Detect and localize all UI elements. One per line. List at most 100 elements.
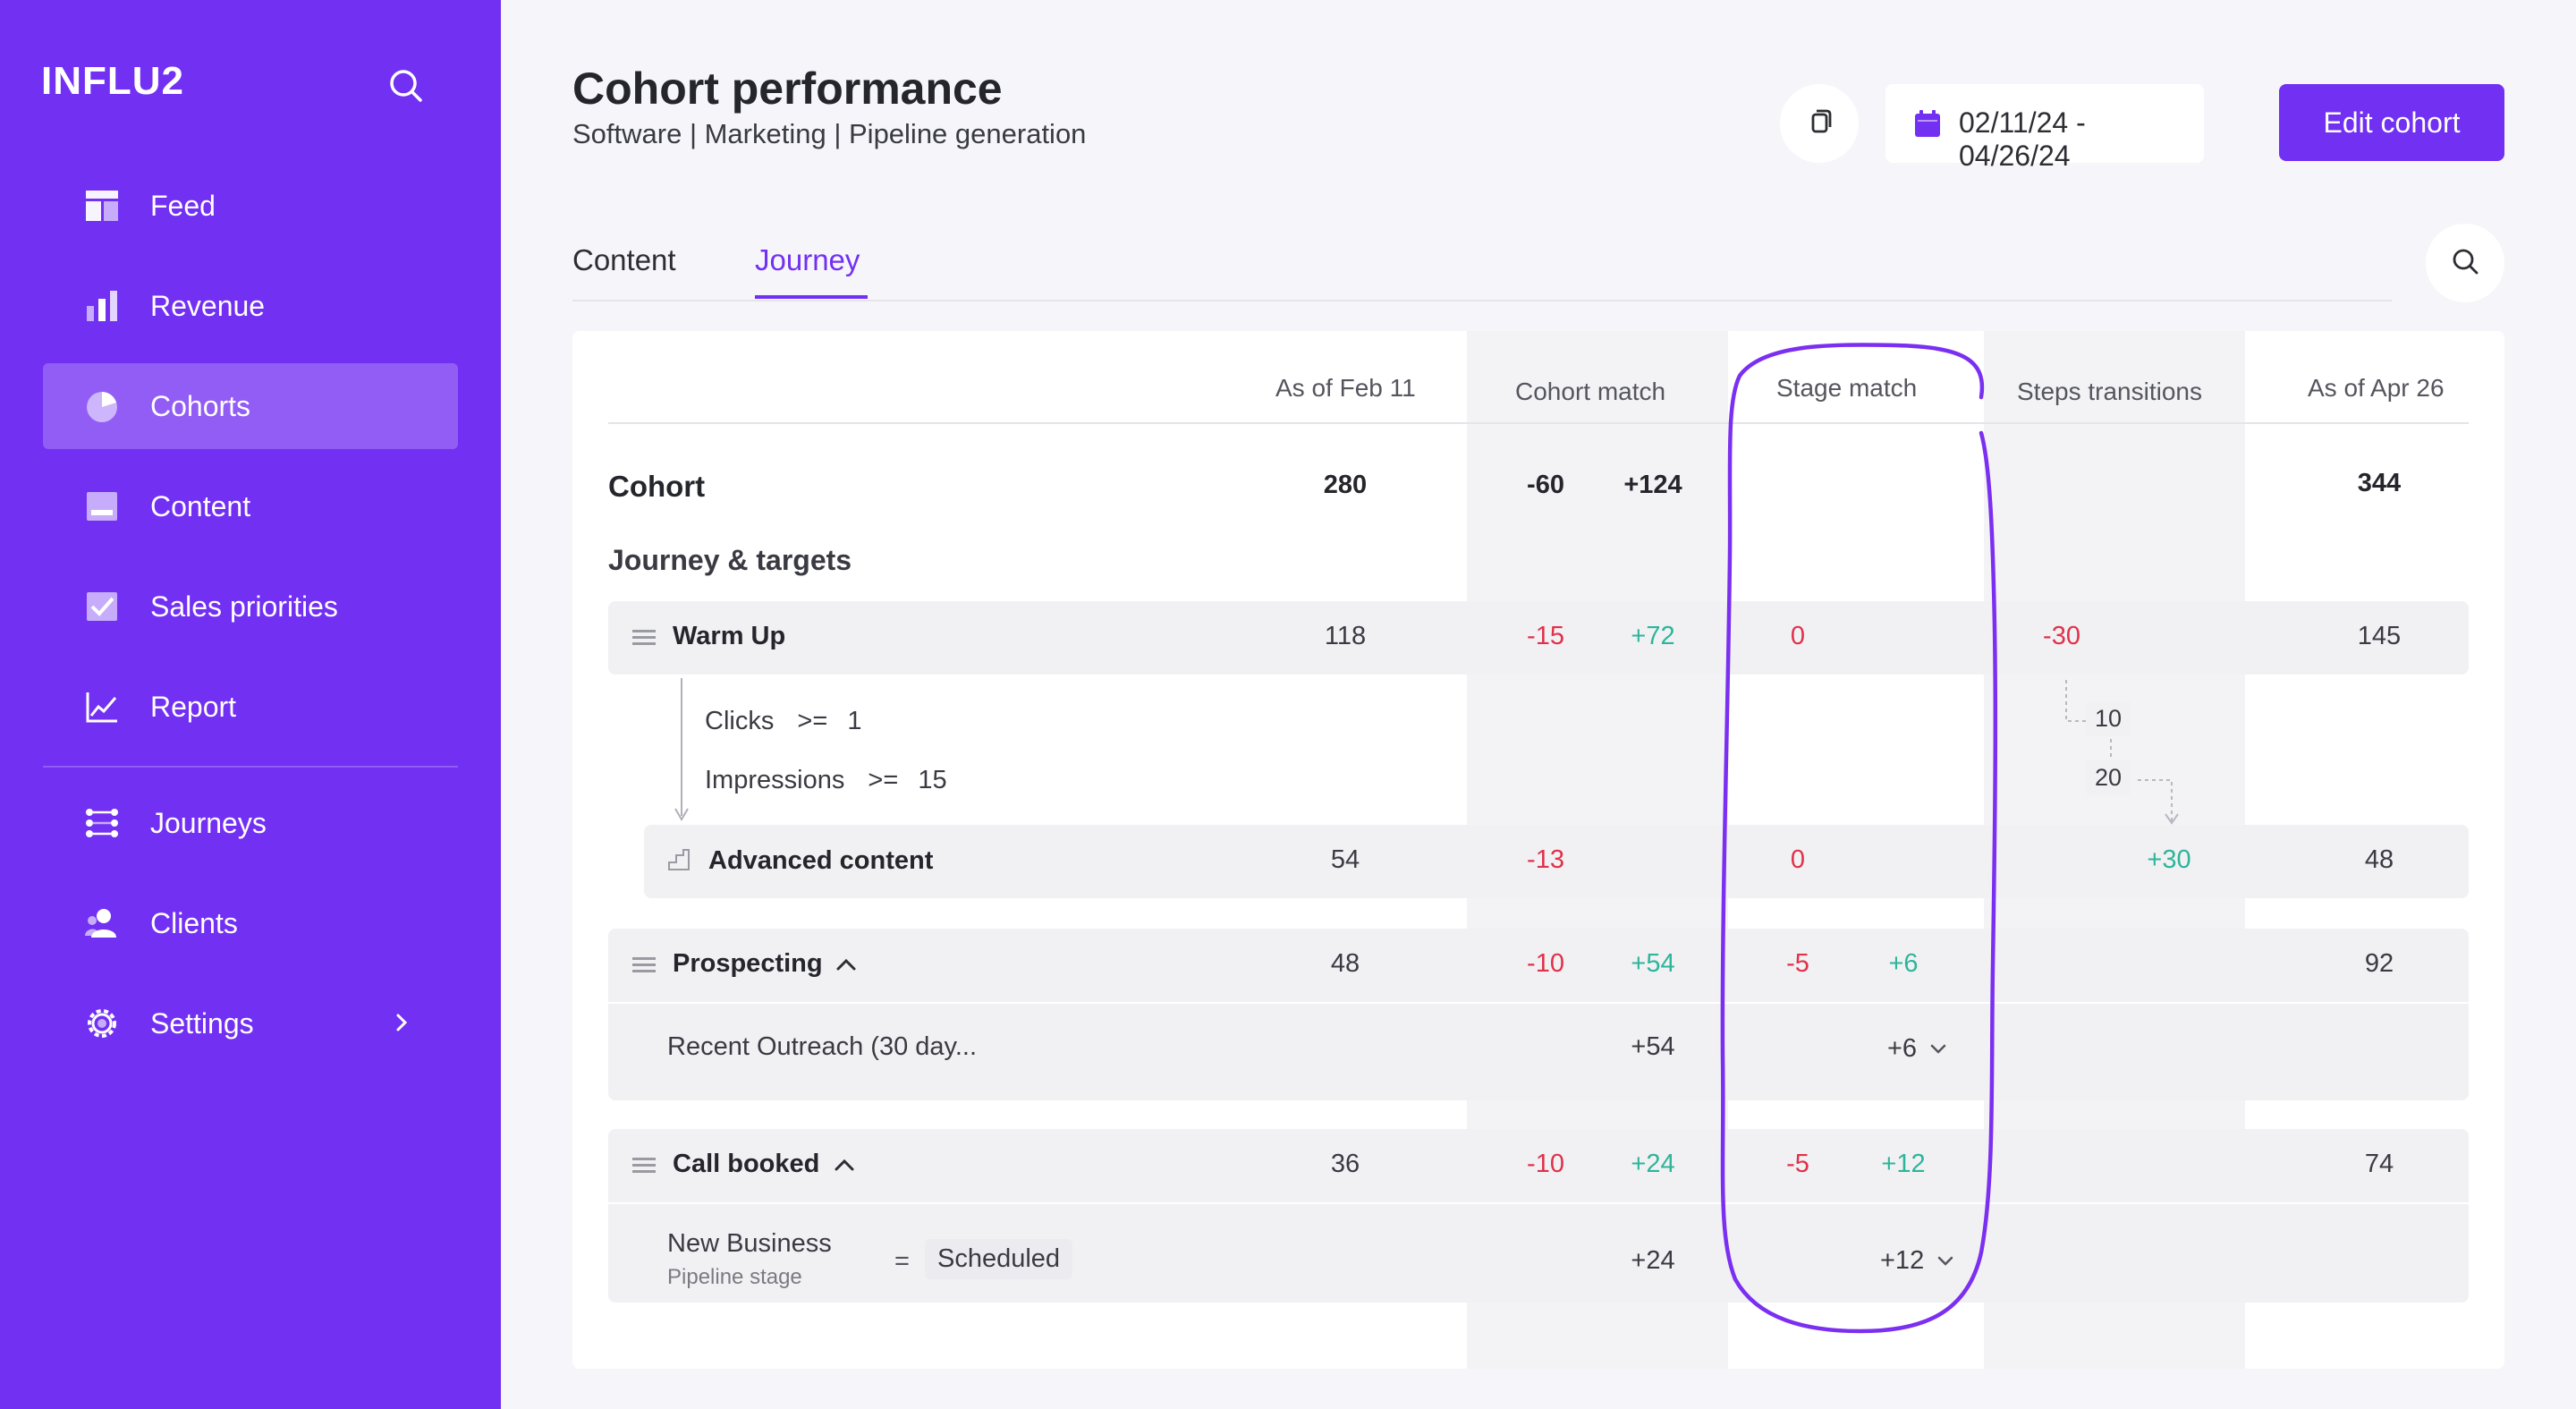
search-icon[interactable]: [385, 64, 428, 107]
feed-icon: [84, 188, 120, 224]
stage-match-negative: -5: [1786, 949, 1809, 978]
table-search-button[interactable]: [2426, 224, 2504, 302]
match-positive: +72: [1631, 622, 1675, 650]
stage-match-positive: +12: [1880, 1246, 1925, 1275]
stage-match-value: 0: [1790, 845, 1806, 874]
stage-match-positive: +6: [1888, 949, 1919, 978]
content-icon: [84, 488, 120, 524]
sub-row-label: Recent Outreach (30 day...: [667, 1032, 978, 1061]
condition-impressions: Impressions >= 15: [705, 766, 947, 795]
active-tab-indicator: [755, 295, 868, 299]
sidebar-item-label: Sales priorities: [150, 590, 338, 623]
transition-box: 20: [2086, 760, 2131, 795]
drag-handle-icon[interactable]: [632, 955, 656, 975]
copy-icon: [1805, 107, 1834, 140]
row-divider: [608, 1002, 2469, 1004]
line-chart-icon: [84, 689, 120, 725]
stage-match-value: 0: [1790, 622, 1806, 650]
sidebar-item-label: Report: [150, 690, 237, 723]
row-label: Warm Up: [673, 622, 786, 650]
cohort-start-value: 280: [1323, 471, 1368, 499]
app-logo: INFLU2: [41, 59, 184, 103]
end-value: 92: [2364, 949, 2394, 978]
column-header-cohort-match: Cohort match: [1515, 378, 1666, 405]
sidebar-item-label: Clients: [150, 906, 238, 939]
condition-value: 15: [918, 766, 947, 794]
match-negative: -10: [1527, 1150, 1564, 1178]
clients-icon: [84, 905, 120, 941]
sidebar-divider: [43, 766, 458, 768]
chevron-down-icon: [1936, 1244, 1954, 1266]
copy-button[interactable]: [1780, 84, 1859, 163]
match-negative: -13: [1527, 845, 1564, 874]
match-positive: +54: [1631, 949, 1675, 978]
header-divider: [608, 422, 2469, 424]
sidebar-item-label: Settings: [150, 1006, 254, 1040]
sidebar-item-label: Journeys: [150, 806, 267, 839]
chevron-up-icon[interactable]: [835, 957, 857, 972]
tabs-divider: [572, 300, 2392, 301]
match-negative: -15: [1527, 622, 1564, 650]
end-value: 48: [2364, 845, 2394, 874]
sidebar-item-sales-priorities[interactable]: Sales priorities: [43, 564, 458, 649]
transition-box: 10: [2086, 701, 2131, 736]
chevron-down-icon: [1929, 1032, 1947, 1054]
date-range-text: 02/11/24 - 04/26/24: [1959, 106, 2086, 172]
match-positive: +54: [1631, 1032, 1675, 1061]
table-group-call-booked: [608, 1129, 2469, 1303]
stage-match-positive: +6: [1887, 1034, 1918, 1063]
sidebar-item-cohorts[interactable]: Cohorts: [43, 363, 458, 449]
sidebar-item-revenue[interactable]: Revenue: [43, 263, 458, 349]
table-group-prospecting: [608, 929, 2469, 1100]
cohort-match-positive: +124: [1623, 471, 1682, 499]
cohort-match-negative: -60: [1527, 471, 1564, 499]
stage-match-negative: -5: [1786, 1150, 1809, 1178]
match-positive: +24: [1631, 1150, 1675, 1178]
sidebar-item-report[interactable]: Report: [43, 664, 458, 750]
chevron-up-icon[interactable]: [834, 1158, 855, 1172]
sidebar-item-feed[interactable]: Feed: [43, 163, 458, 249]
sidebar-item-journeys[interactable]: Journeys: [43, 780, 458, 866]
column-header-stage-match: Stage match: [1776, 374, 1918, 402]
checkbox-icon: [84, 589, 120, 624]
stage-value-pill[interactable]: Scheduled: [925, 1239, 1073, 1279]
chevron-right-icon: [392, 1013, 411, 1032]
column-header-steps-transitions: Steps transitions: [2017, 378, 2202, 405]
column-header-as-of-feb-11: As of Feb 11: [1275, 374, 1416, 402]
end-value: 74: [2364, 1150, 2394, 1178]
tab-journey[interactable]: Journey: [755, 243, 860, 276]
condition-operator: =: [894, 1247, 910, 1276]
row-label: Advanced content: [708, 846, 934, 875]
page-subtitle: Software | Marketing | Pipeline generati…: [572, 118, 1087, 149]
sidebar-item-settings[interactable]: Settings: [43, 980, 458, 1066]
condition-clicks: Clicks >= 1: [705, 707, 861, 736]
drag-handle-icon[interactable]: [632, 628, 656, 648]
stage-match-dropdown[interactable]: +6: [1887, 1034, 1946, 1064]
condition-metric: Impressions: [705, 766, 845, 794]
sidebar-item-content[interactable]: Content: [43, 463, 458, 549]
drag-handle-icon[interactable]: [632, 1156, 656, 1176]
journeys-icon: [84, 805, 120, 841]
match-positive: +24: [1631, 1246, 1675, 1275]
calendar-icon: [1914, 109, 1941, 138]
steps-transition-value: -30: [2043, 622, 2080, 650]
date-range-picker[interactable]: 02/11/24 - 04/26/24: [1885, 84, 2204, 172]
sidebar-item-clients[interactable]: Clients: [43, 880, 458, 966]
edit-cohort-button[interactable]: Edit cohort: [2279, 84, 2504, 161]
gear-icon: [84, 1006, 120, 1041]
sidebar: INFLU2 Feed Revenue Cohorts Content Sale…: [0, 0, 501, 1409]
start-value: 48: [1330, 949, 1360, 978]
table-row-warm-up[interactable]: [608, 601, 2469, 675]
start-value: 54: [1330, 845, 1360, 874]
condition-value: 1: [847, 707, 862, 735]
table-row-advanced-content[interactable]: [644, 825, 2469, 898]
condition-operator: >=: [797, 707, 828, 735]
sidebar-item-label: Feed: [150, 189, 216, 222]
cohort-row-label: Cohort: [608, 470, 706, 503]
tab-content[interactable]: Content: [572, 243, 676, 276]
end-value: 145: [2357, 622, 2402, 650]
stage-match-dropdown[interactable]: +12: [1880, 1246, 1953, 1276]
pie-chart-icon: [84, 388, 120, 424]
condition-metric: Clicks: [705, 707, 775, 735]
sidebar-item-label: Revenue: [150, 289, 266, 322]
